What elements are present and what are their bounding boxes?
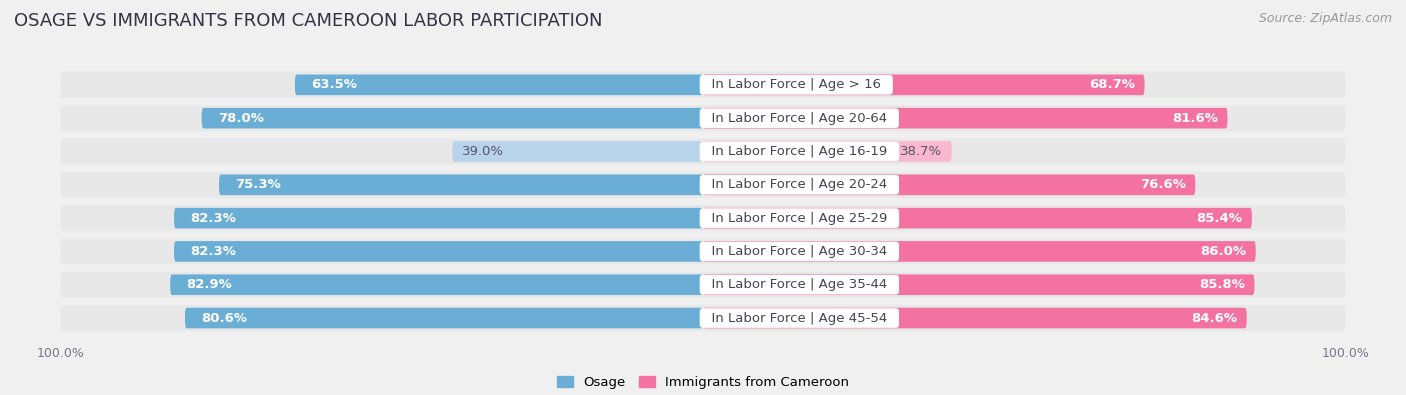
Text: In Labor Force | Age 20-24: In Labor Force | Age 20-24 bbox=[703, 178, 896, 191]
Text: 81.6%: 81.6% bbox=[1173, 112, 1218, 125]
Text: In Labor Force | Age 25-29: In Labor Force | Age 25-29 bbox=[703, 212, 896, 225]
FancyBboxPatch shape bbox=[703, 208, 1251, 228]
Text: 78.0%: 78.0% bbox=[218, 112, 263, 125]
Text: 63.5%: 63.5% bbox=[311, 78, 357, 91]
Text: 85.8%: 85.8% bbox=[1199, 278, 1244, 291]
Text: In Labor Force | Age 45-54: In Labor Force | Age 45-54 bbox=[703, 312, 896, 325]
Text: 82.9%: 82.9% bbox=[186, 278, 232, 291]
FancyBboxPatch shape bbox=[60, 72, 1346, 98]
Text: 86.0%: 86.0% bbox=[1201, 245, 1246, 258]
FancyBboxPatch shape bbox=[174, 241, 703, 262]
Text: In Labor Force | Age > 16: In Labor Force | Age > 16 bbox=[703, 78, 890, 91]
FancyBboxPatch shape bbox=[703, 75, 1144, 95]
Text: 76.6%: 76.6% bbox=[1140, 178, 1185, 191]
Text: 82.3%: 82.3% bbox=[190, 245, 236, 258]
FancyBboxPatch shape bbox=[174, 208, 703, 228]
FancyBboxPatch shape bbox=[201, 108, 703, 128]
FancyBboxPatch shape bbox=[170, 275, 703, 295]
FancyBboxPatch shape bbox=[703, 275, 1254, 295]
FancyBboxPatch shape bbox=[703, 308, 1247, 328]
FancyBboxPatch shape bbox=[703, 141, 952, 162]
Text: 39.0%: 39.0% bbox=[463, 145, 503, 158]
Text: In Labor Force | Age 20-64: In Labor Force | Age 20-64 bbox=[703, 112, 896, 125]
Text: In Labor Force | Age 35-44: In Labor Force | Age 35-44 bbox=[703, 278, 896, 291]
FancyBboxPatch shape bbox=[453, 141, 703, 162]
Text: 82.3%: 82.3% bbox=[190, 212, 236, 225]
FancyBboxPatch shape bbox=[219, 175, 703, 195]
FancyBboxPatch shape bbox=[60, 272, 1346, 298]
FancyBboxPatch shape bbox=[60, 105, 1346, 131]
Text: 75.3%: 75.3% bbox=[235, 178, 281, 191]
Text: OSAGE VS IMMIGRANTS FROM CAMEROON LABOR PARTICIPATION: OSAGE VS IMMIGRANTS FROM CAMEROON LABOR … bbox=[14, 12, 603, 30]
FancyBboxPatch shape bbox=[60, 205, 1346, 231]
FancyBboxPatch shape bbox=[703, 108, 1227, 128]
FancyBboxPatch shape bbox=[60, 305, 1346, 331]
Text: 68.7%: 68.7% bbox=[1090, 78, 1135, 91]
Text: 38.7%: 38.7% bbox=[900, 145, 942, 158]
Text: In Labor Force | Age 16-19: In Labor Force | Age 16-19 bbox=[703, 145, 896, 158]
FancyBboxPatch shape bbox=[703, 241, 1256, 262]
FancyBboxPatch shape bbox=[703, 175, 1195, 195]
FancyBboxPatch shape bbox=[60, 172, 1346, 198]
Text: 84.6%: 84.6% bbox=[1191, 312, 1237, 325]
Legend: Osage, Immigrants from Cameroon: Osage, Immigrants from Cameroon bbox=[551, 371, 855, 394]
FancyBboxPatch shape bbox=[60, 239, 1346, 264]
Text: Source: ZipAtlas.com: Source: ZipAtlas.com bbox=[1258, 12, 1392, 25]
FancyBboxPatch shape bbox=[186, 308, 703, 328]
FancyBboxPatch shape bbox=[60, 139, 1346, 164]
Text: 80.6%: 80.6% bbox=[201, 312, 247, 325]
Text: 85.4%: 85.4% bbox=[1197, 212, 1243, 225]
Text: In Labor Force | Age 30-34: In Labor Force | Age 30-34 bbox=[703, 245, 896, 258]
FancyBboxPatch shape bbox=[295, 75, 703, 95]
